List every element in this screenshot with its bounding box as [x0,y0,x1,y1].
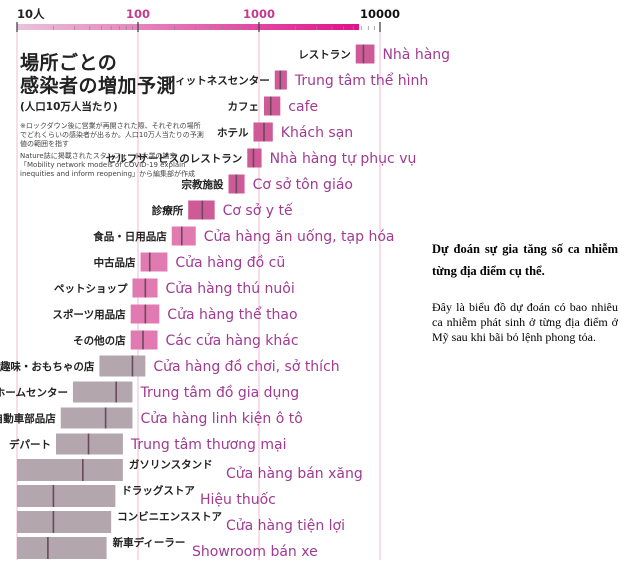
caption-title: Dự đoán sự gia tăng số ca nhiễm từng địa… [432,242,618,278]
range-bar [17,511,112,533]
category-label-jp: スポーツ用品店 [52,308,126,321]
category-label-jp: レストラン [298,49,351,61]
range-bar [247,148,262,168]
category-label-jp: セルフサービスのレストラン [106,152,243,165]
category-label-vi: Cửa hàng đồ cũ [175,254,285,271]
category-labels: レストラン Nhà hàng フィットネスセンター Trung tâm thể hìn… [0,47,450,560]
category-label-vi: Cửa hàng bán xăng [226,466,363,482]
range-bar [355,44,375,64]
category-label-jp: カフェ [228,101,260,113]
category-label-vi: Trung tâm đồ gia dụng [139,384,299,401]
bars [17,44,375,559]
category-label-vi: Cửa hàng linh kiện ô tô [140,411,302,427]
category-label-jp: コンビニエンスストア [117,510,222,523]
range-bar [264,96,281,116]
category-label-jp: 診療所 [152,204,184,217]
range-bar [17,537,107,559]
range-bar [171,226,196,246]
caption-body: Đây là biểu đồ dự đoán có bao nhiêu ca n… [432,300,618,344]
range-bar [140,252,168,272]
range-bar [17,459,123,481]
category-label-vi: Cửa hàng tiện lợi [226,518,345,534]
range-bar [188,200,215,220]
category-label-vi: Cửa hàng đồ chơi, sở thích [153,358,339,375]
range-bar [130,330,158,350]
category-label-vi: Trung tâm thể hình [294,72,428,89]
category-label-jp: 宗教施設 [182,178,224,191]
category-label-jp: ペットショップ [54,282,128,295]
category-label-jp: フィットネスセンター [165,75,270,87]
chart-note: ※ロックダウン後に営業が再開された際、それぞれの場所でどれくらいの感染者が出るか… [20,122,204,148]
x-axis-bar [17,24,359,30]
category-label-vi: Showroom bán xe [192,544,318,560]
category-label-vi: Khách sạn [281,125,353,141]
chart-subtitle: (人口10万人当たり) [20,101,118,113]
category-label-jp: ドラッグストア [121,484,195,497]
x-tick-label: 10000 [360,7,400,21]
category-label-jp: 趣味・おもちゃの店 [0,360,95,373]
range-bar [72,381,133,403]
category-label-jp: ガソリンスタンド [129,458,213,471]
category-label-jp: デパート [9,438,51,451]
title-block: 場所ごとの 感染者の増加予測 (人口10万人当たり) ※ロックダウン後に営業が再… [20,52,205,179]
category-label-vi: Cửa hàng thú nuôi [166,281,295,297]
category-label-jp: その他の店 [73,334,126,347]
category-label-jp: ホームセンター [0,387,68,399]
category-label-vi: Cơ sở y tế [223,202,293,219]
range-bar [60,407,133,429]
x-tick-label: 10人 [17,7,45,21]
category-label-vi: Nhà hàng tự phục vụ [270,151,417,167]
range-bar [99,355,146,377]
category-label-jp: 食品・日用品店 [92,230,167,243]
category-label-vi: Cơ sở tôn giáo [253,177,353,193]
category-label-jp: ホテル [217,127,249,139]
x-axis-ticks: 10人 100 1000 10000 [16,7,400,32]
x-tick-label: 100 [126,7,150,21]
category-label-jp: 中古品店 [94,256,136,269]
category-label-jp: 新車ディーラー [113,536,186,549]
category-label-vi: cafe [288,99,318,115]
category-label-vi: Các cửa hàng khác [166,333,299,349]
chart-title-line-2: 感染者の増加予測 [20,75,177,97]
range-bar [253,122,273,142]
category-label-jp: 自動車部品店 [0,412,56,425]
range-bar [55,433,123,455]
category-label-vi: Nhà hàng [382,47,450,63]
caption: Dự đoán sự gia tăng số ca nhiễm từng địa… [432,238,618,345]
category-label-vi: Trung tâm thương mại [130,437,287,453]
chart-source: Nature誌に掲載されたスタンフォード大学の論文「Mobility netwo… [20,152,196,178]
chart-title-line-1: 場所ごとの [20,52,118,74]
category-label-vi: Cửa hàng ăn uống, tạp hóa [204,228,395,245]
x-tick-label: 1000 [243,7,275,21]
category-label-vi: Hiệu thuốc [200,491,276,508]
range-bar [17,485,116,507]
category-label-vi: Cửa hàng thể thao [167,306,297,323]
